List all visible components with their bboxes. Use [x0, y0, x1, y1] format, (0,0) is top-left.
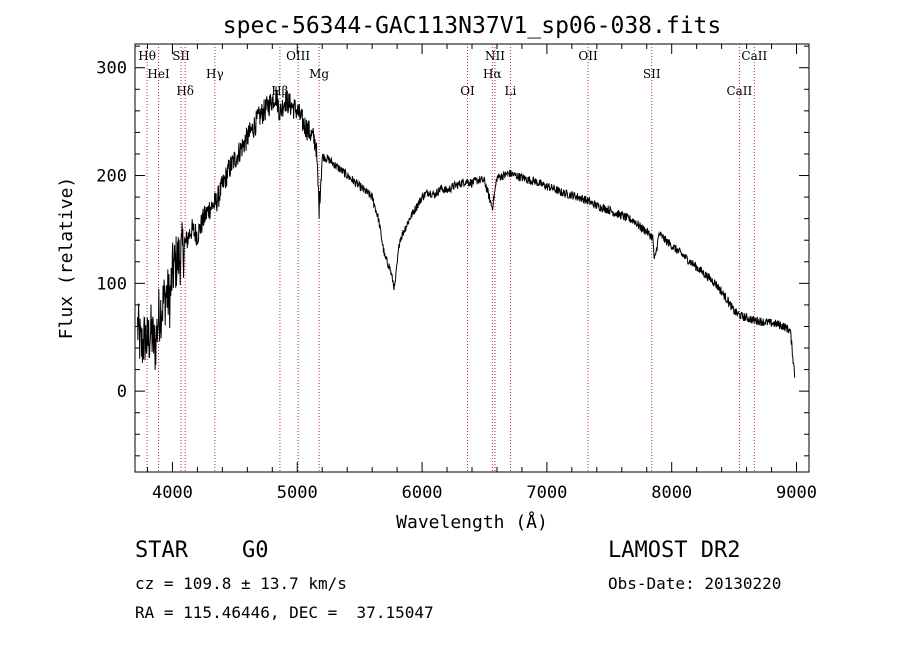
- line-marker-label: Li: [505, 84, 517, 98]
- line-marker-label: Hθ: [138, 49, 156, 63]
- y-tick-label: 200: [96, 167, 127, 187]
- redshift-value: cz = 109.8 ± 13.7 km/s: [135, 574, 347, 593]
- line-marker-label: OIII: [286, 49, 310, 63]
- line-marker-label: Mg: [309, 67, 329, 81]
- axes: 4000 5000 6000 7000 8000 9000 0 100 200 300: [96, 44, 817, 503]
- line-marker-label: Hγ: [206, 67, 224, 81]
- y-tick-label: 300: [96, 59, 127, 79]
- line-marker-label: CaII: [726, 84, 752, 98]
- spectrum-line: [137, 86, 796, 378]
- star-class: STAR: [135, 538, 188, 563]
- x-tick-label: 6000: [402, 483, 443, 503]
- plot-frame: [134, 43, 810, 473]
- y-tick-label: 100: [96, 274, 127, 294]
- line-marker-label: HeI: [147, 67, 170, 81]
- y-axis-label: Flux (relative): [56, 177, 77, 340]
- spectral-line-markers: HθHeIHδSIIHγHβOIIIMgOINIIHαLiOIISIICaIIC…: [138, 44, 767, 472]
- y-tick-label: 0: [117, 382, 127, 402]
- line-marker-label: SII: [643, 67, 661, 81]
- x-tick-label: 4000: [152, 483, 193, 503]
- line-marker-label: NII: [485, 49, 505, 63]
- line-marker-label: OI: [460, 84, 475, 98]
- line-marker-label: CaII: [741, 49, 767, 63]
- line-marker-label: OII: [578, 49, 598, 63]
- line-marker-label: SII: [172, 49, 190, 63]
- x-axis-label: Wavelength (Å): [396, 511, 548, 533]
- x-tick-label: 9000: [776, 483, 817, 503]
- x-tick-label: 7000: [526, 483, 567, 503]
- chart-title: spec-56344-GAC113N37V1_sp06-038.fits: [223, 13, 722, 39]
- x-tick-label: 8000: [651, 483, 692, 503]
- coordinates: RA = 115.46446, DEC = 37.15047: [135, 603, 434, 622]
- obs-date: Obs-Date: 20130220: [608, 574, 782, 593]
- survey-label: LAMOST DR2: [608, 538, 741, 563]
- line-marker-label: Hα: [483, 67, 502, 81]
- star-subclass: G0: [242, 538, 269, 563]
- x-tick-label: 5000: [277, 483, 318, 503]
- line-marker-label: Hδ: [176, 84, 194, 98]
